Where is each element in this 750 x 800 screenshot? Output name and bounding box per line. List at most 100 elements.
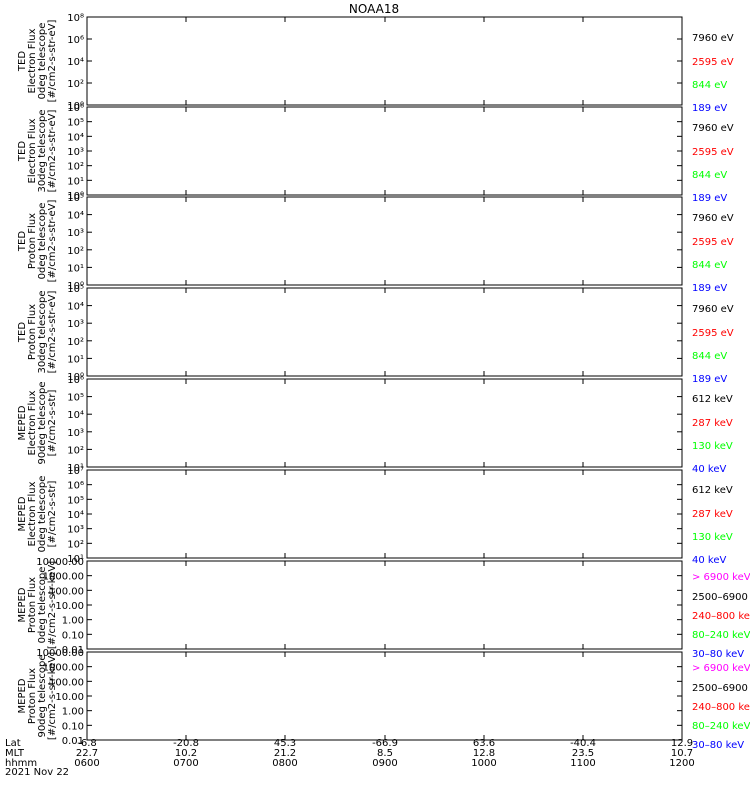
x-tick-label-hhmm: 1100	[570, 758, 595, 769]
x-tick-label-hhmm: 0700	[173, 758, 198, 769]
legend-entry: 612 keV	[692, 394, 733, 405]
legend-entry: 2595 eV	[692, 147, 734, 158]
y-tick-label: 10⁴	[67, 510, 84, 521]
y-tick-label: 1000.00	[43, 572, 84, 583]
legend-entry: 844 eV	[692, 80, 727, 91]
y-tick-label: 10²	[67, 539, 84, 550]
panel-frame	[86, 196, 683, 286]
legend-entry: 80–240 keV	[692, 630, 750, 641]
panel-meped-electron-0deg: 10¹ 10² 10³ 10⁴ 10⁵ 10⁶ 10⁷ MEPEDElectron Flux0…	[17, 466, 733, 566]
x-axis-row-label: MLT	[5, 748, 25, 759]
legend-entry: 80–240 keV	[692, 721, 750, 732]
x-tick-label-lat: -66.9	[372, 738, 398, 749]
panel-meped-proton-90deg: 10000.00 1000.00 100.00 10.00 1.00 0.10 0.01 ME…	[17, 648, 750, 751]
x-tick-label-mlt: 10.7	[671, 748, 693, 759]
y-tick-label: 10³	[67, 428, 84, 439]
y-axis-label: MEPEDProton Flux0deg telescope[#/cm2-s-s…	[17, 561, 58, 649]
y-tick-label: 10³	[67, 228, 84, 239]
y-axis-label: MEPEDProton Flux90deg telescope[#/cm2-s-…	[17, 652, 58, 740]
y-tick-label: 10³	[67, 147, 84, 158]
legend-entry: 2595 eV	[692, 237, 734, 248]
x-tick-label-lat: -6.8	[77, 738, 97, 749]
legend-entry: 240–800 keV	[692, 702, 750, 713]
y-tick-label: 10⁴	[67, 57, 84, 68]
panel-ted-proton-30deg: 10⁰ 10¹ 10² 10³ 10⁴ 10⁵ TEDProton Flux30deg te…	[17, 284, 734, 385]
legend-entry: > 6900 keV	[692, 663, 750, 674]
y-tick-label: 10⁰	[67, 372, 84, 383]
y-tick-label: 10⁴	[67, 302, 84, 313]
y-axis-label: TEDElectron Flux0deg telescope[#/cm2-s-s…	[17, 20, 58, 103]
y-tick-label: 0.10	[62, 721, 84, 732]
x-tick-label-hhmm: 1000	[471, 758, 496, 769]
legend-entry: 2500–6900	[692, 592, 748, 603]
y-tick-label: 10⁴	[67, 410, 84, 421]
y-tick-label: 10¹	[67, 463, 84, 474]
y-tick-label: 10⁰	[67, 101, 84, 112]
legend-entry: 7960 eV	[692, 213, 734, 224]
panel-ted-electron-0deg: 10⁰ 10² 10⁴ 10⁶ 10⁸ TEDElectron Flux0deg tele…	[17, 13, 734, 114]
panel-frame	[86, 560, 683, 650]
y-tick-label: 10²	[67, 79, 84, 90]
legend-entry: 189 eV	[692, 374, 727, 385]
legend-entry: 612 keV	[692, 485, 733, 496]
x-tick-label-mlt: 21.2	[274, 748, 296, 759]
y-tick-label: 1.00	[62, 707, 84, 718]
y-tick-label: 10³	[67, 525, 84, 536]
y-tick-label: 10²	[67, 445, 84, 456]
y-tick-label: 0.10	[62, 630, 84, 641]
y-tick-label: 10⁵	[67, 284, 84, 295]
y-tick-label: 10⁵	[67, 495, 84, 506]
legend-entry: 2500–6900	[692, 683, 748, 694]
legend-entry: 30–80 keV	[692, 649, 744, 660]
legend-entry: 189 eV	[692, 283, 727, 294]
panel-frame	[86, 106, 683, 196]
y-tick-label: 10.00	[55, 601, 84, 612]
y-tick-label: 10⁶	[67, 35, 84, 46]
y-tick-label: 10¹	[67, 554, 84, 565]
legend-entry: 7960 eV	[692, 33, 734, 44]
panel-frame	[86, 287, 683, 377]
y-tick-label: 10¹	[67, 263, 84, 274]
y-tick-label: 1000.00	[43, 663, 84, 674]
y-axis-label: TEDProton Flux30deg telescope[#/cm2-s-st…	[17, 290, 58, 373]
y-tick-label: 1.00	[62, 616, 84, 627]
x-axis-row-label: hhmm	[5, 758, 37, 769]
legend-entry: 40 keV	[692, 464, 726, 475]
x-tick-label-hhmm: 1200	[669, 758, 694, 769]
y-tick-label: 10⁰	[67, 281, 84, 292]
legend-entry: 189 eV	[692, 103, 727, 114]
y-tick-label: 0.01	[62, 736, 84, 747]
legend-entry: 2595 eV	[692, 328, 734, 339]
y-tick-label: 10⁸	[67, 13, 84, 24]
legend-entry: 844 eV	[692, 351, 727, 362]
x-tick-label-lat: -20.8	[173, 738, 199, 749]
y-tick-label: 10⁴	[67, 132, 84, 143]
y-tick-label: 10³	[67, 319, 84, 330]
x-tick-label-mlt: 12.8	[473, 748, 495, 759]
y-axis-label: MEPEDElectron Flux0deg telescope[#/cm2-s…	[17, 476, 58, 553]
legend-entry: 287 keV	[692, 509, 733, 520]
y-tick-label: 10000.00	[36, 648, 84, 659]
legend-entry: 240–800 keV	[692, 611, 750, 622]
panel-frame	[86, 378, 683, 468]
legend-entry: > 6900 keV	[692, 572, 750, 583]
y-tick-label: 10⁵	[67, 393, 84, 404]
x-tick-label-mlt: 22.7	[76, 748, 98, 759]
legend-entry: 844 eV	[692, 260, 727, 271]
y-tick-label: 10¹	[67, 176, 84, 187]
panel-frame	[86, 469, 683, 559]
y-tick-label: 10⁷	[67, 466, 84, 477]
y-tick-label: 10⁰	[67, 191, 84, 202]
figure-title: NOAA18	[349, 2, 399, 16]
x-tick-label-mlt: 10.2	[175, 748, 197, 759]
legend-entry: 189 eV	[692, 193, 727, 204]
y-axis-label: TEDProton Flux0deg telescope[#/cm2-s-str…	[17, 200, 58, 283]
y-tick-label: 0.01	[62, 645, 84, 656]
y-axis-label: TEDElectron Flux30deg telescope[#/cm2-s-…	[17, 109, 58, 192]
x-tick-label-hhmm: 0600	[74, 758, 99, 769]
legend-entry: 7960 eV	[692, 123, 734, 134]
panel-meped-proton-0deg: 10000.00 1000.00 100.00 10.00 1.00 0.10 0.01 ME…	[17, 557, 750, 660]
panel-ted-electron-30deg: 10⁰ 10¹ 10² 10³ 10⁴ 10⁵ 10⁶ TEDElectron Flux30d…	[17, 103, 734, 204]
